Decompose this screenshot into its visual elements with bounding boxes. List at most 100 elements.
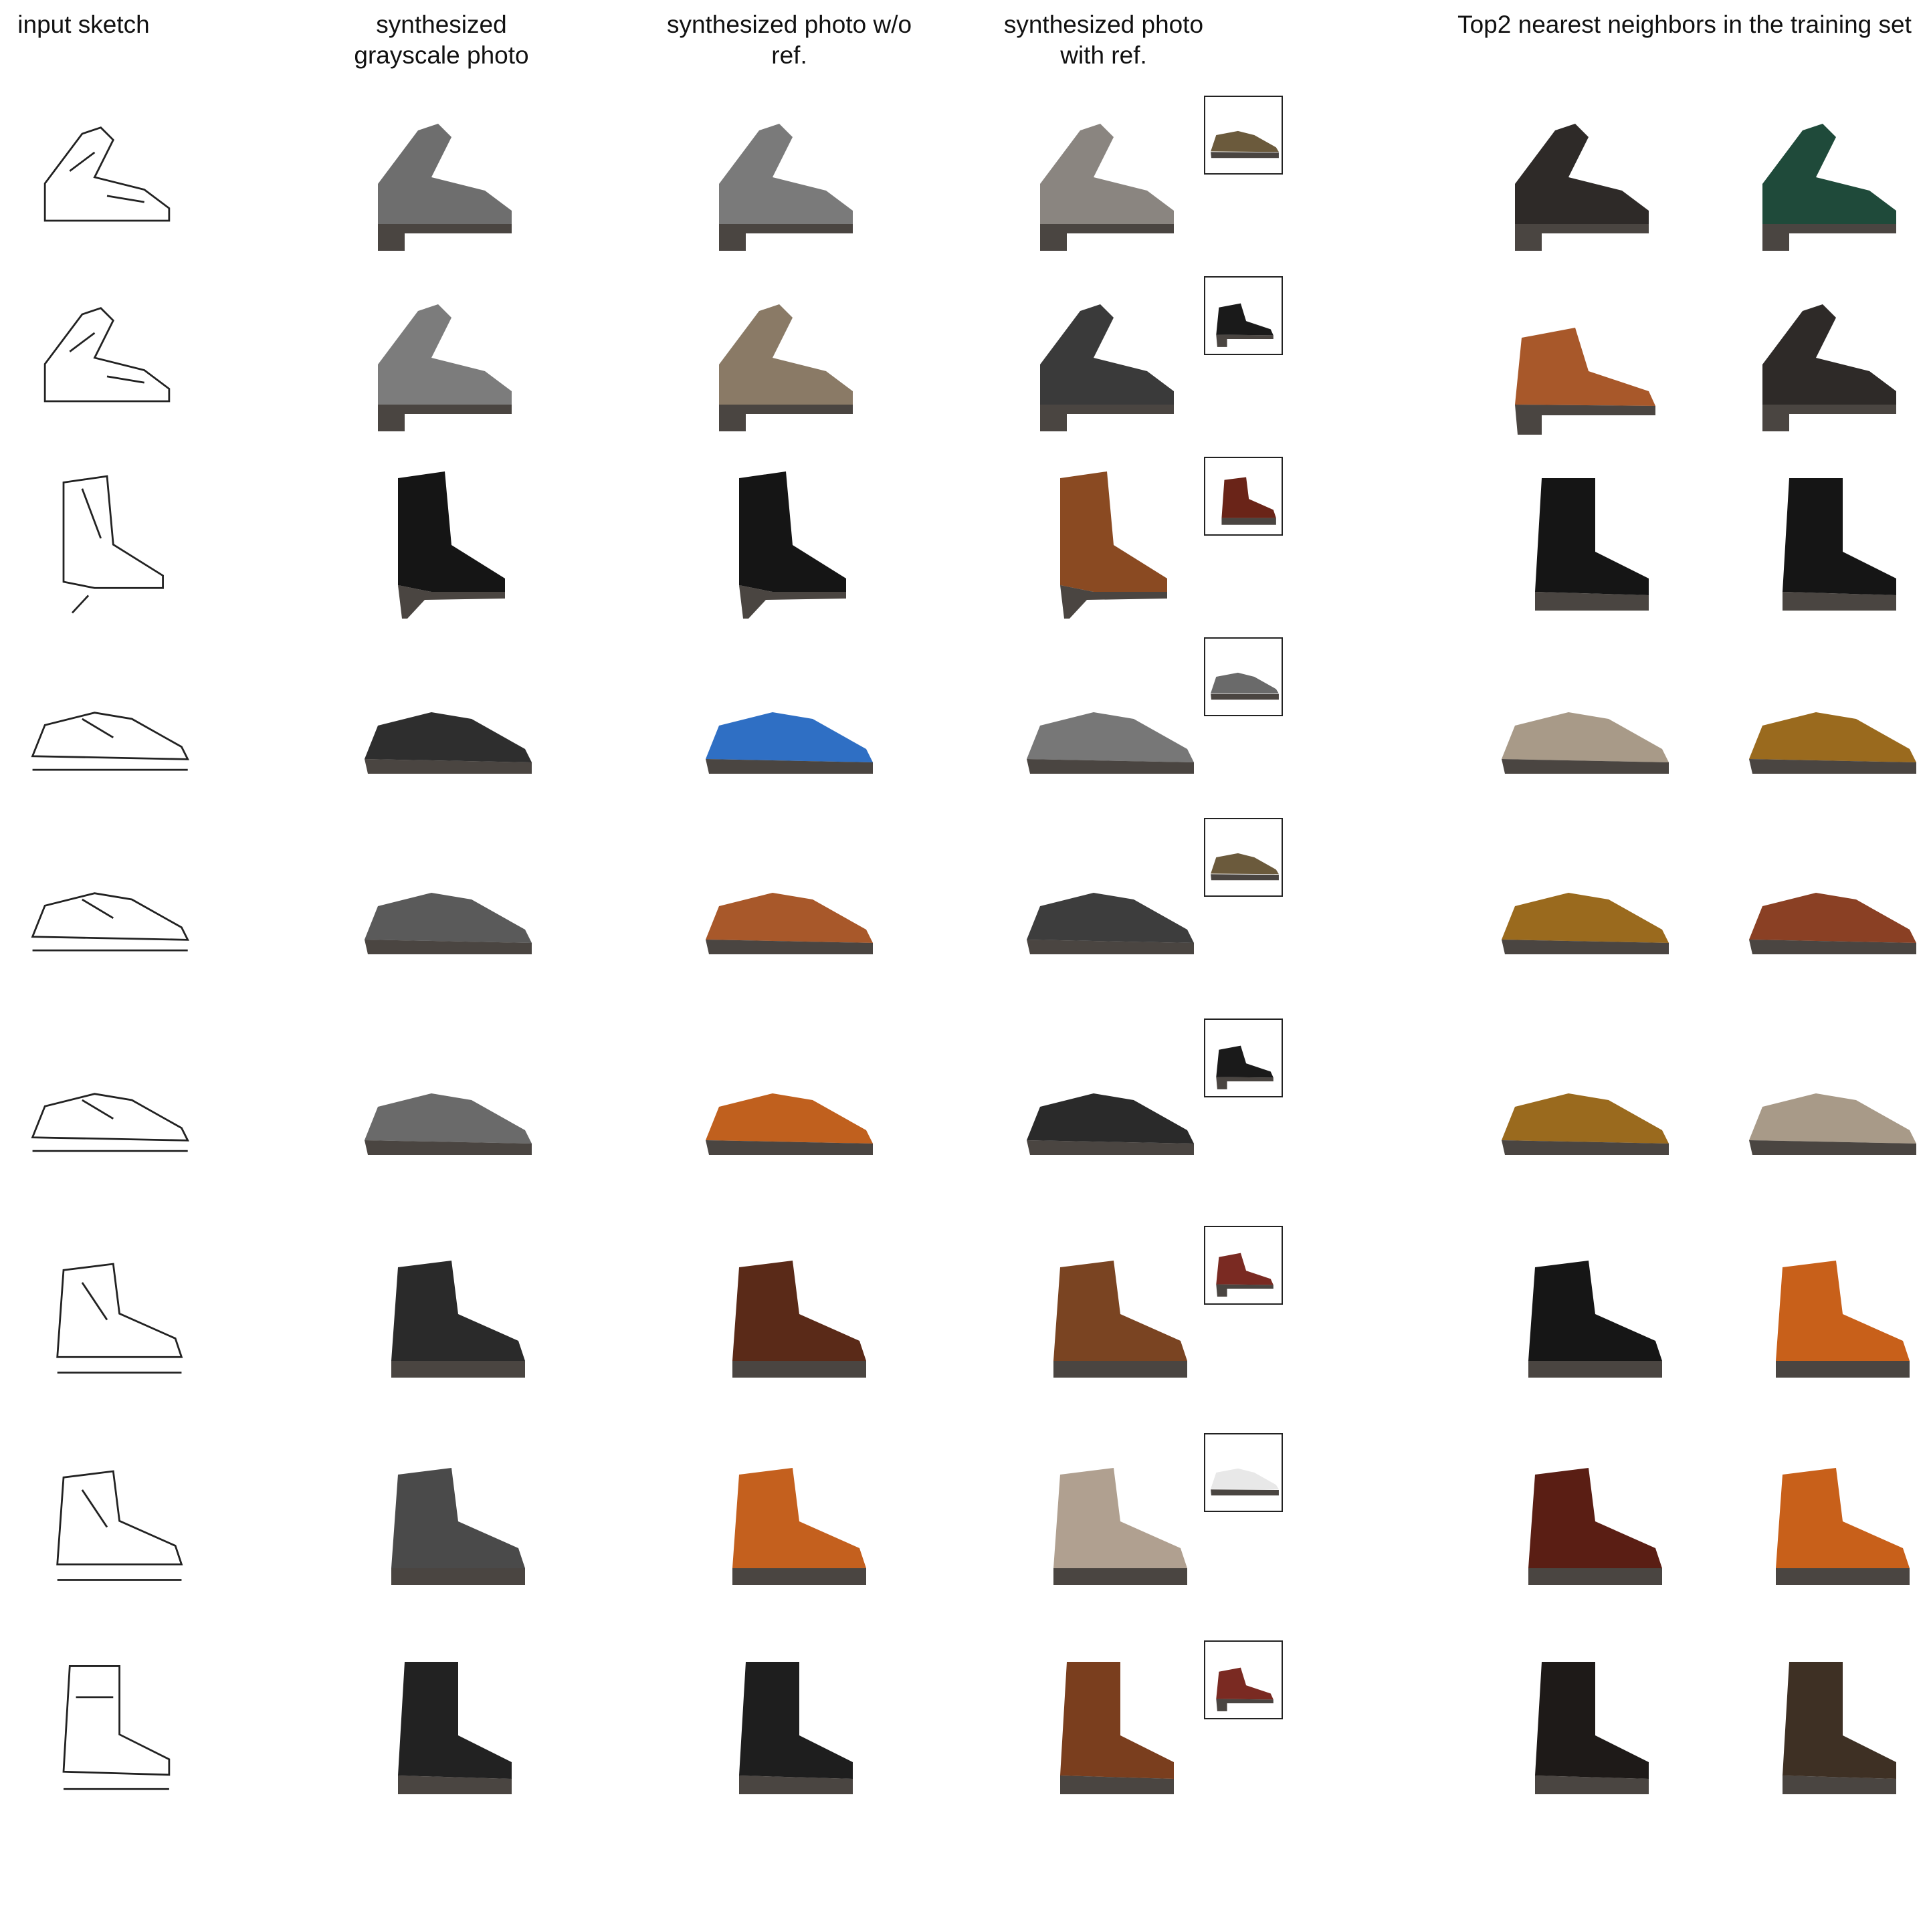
grid-cell (692, 1635, 880, 1816)
header-synthesized-grayscale: synthesized grayscale photo (354, 11, 529, 69)
grid-cell (1736, 90, 1923, 271)
input-sketch-image (62, 475, 164, 614)
header-synthesized-wo-ref: synthesized photo w/o ref. (666, 11, 912, 69)
synthesized-grayscale-image (365, 712, 532, 774)
synthesized-wo-ref-image (706, 1093, 873, 1155)
reference-thumbnail (1204, 818, 1283, 897)
synthesized-wo-ref-image (732, 1261, 866, 1378)
result-row (0, 90, 1931, 271)
grid-cell (1488, 1635, 1675, 1816)
grid-cell (1736, 1635, 1923, 1816)
nearest-neighbor-2-image (1783, 1662, 1896, 1794)
grid-cell (20, 1635, 194, 1816)
result-row (0, 632, 1931, 813)
result-row (0, 1220, 1931, 1401)
synthesized-grayscale-image (365, 893, 532, 954)
grid-cell (1488, 632, 1675, 813)
nearest-neighbor-1-image (1535, 1662, 1649, 1794)
grid-cell (20, 90, 194, 271)
synthesized-with-ref-image (1060, 471, 1167, 619)
grid-cell (692, 451, 880, 632)
synthesized-with-ref-image (1027, 712, 1194, 774)
grid-cell (351, 90, 538, 271)
grid-cell (1013, 1428, 1201, 1608)
grid-cell (351, 813, 538, 993)
nearest-neighbor-1-image (1502, 712, 1669, 774)
grid-cell (1488, 1013, 1675, 1194)
synthesized-wo-ref-image (706, 712, 873, 774)
synthesized-with-ref-image (1053, 1261, 1187, 1378)
grid-cell (1736, 632, 1923, 813)
nearest-neighbor-1-image (1502, 893, 1669, 954)
grid-cell (1488, 813, 1675, 993)
nearest-neighbor-2-image (1749, 893, 1916, 954)
nearest-neighbor-2-image (1762, 124, 1896, 251)
grid-cell (1736, 451, 1923, 632)
synthesized-wo-ref-image (719, 304, 853, 431)
grid-cell (20, 632, 194, 813)
reference-shoe-image (1211, 1468, 1279, 1496)
synthesized-grayscale-image (398, 1662, 512, 1794)
reference-shoe-image (1216, 1667, 1274, 1711)
header-synthesized-with-ref: synthesized photo with ref. (1003, 11, 1204, 69)
grid-cell (351, 271, 538, 451)
synthesized-wo-ref-image (739, 1662, 853, 1794)
grid-cell (351, 451, 538, 632)
nearest-neighbor-2-image (1749, 1093, 1916, 1155)
grid-cell (351, 632, 538, 813)
synthesized-wo-ref-image (732, 1468, 866, 1585)
grid-cell (351, 1635, 538, 1816)
grid-cell (1013, 813, 1201, 993)
grid-cell (1736, 1428, 1923, 1608)
result-row (0, 813, 1931, 993)
reference-thumbnail (1204, 1018, 1283, 1097)
reference-thumbnail (1204, 276, 1283, 355)
input-sketch-image (43, 126, 171, 222)
synthesized-grayscale-image (378, 124, 512, 251)
grid-cell (20, 271, 194, 451)
grid-cell (692, 632, 880, 813)
synthesized-wo-ref-image (719, 124, 853, 251)
reference-shoe-image (1221, 477, 1276, 525)
reference-thumbnail (1204, 96, 1283, 175)
grid-cell (692, 1220, 880, 1401)
nearest-neighbor-1-image (1515, 124, 1649, 251)
grid-cell (1736, 813, 1923, 993)
synthesized-grayscale-image (391, 1468, 525, 1585)
input-sketch-image (31, 892, 189, 952)
synthesized-with-ref-image (1053, 1468, 1187, 1585)
reference-thumbnail (1204, 1433, 1283, 1512)
grid-cell (1013, 1013, 1201, 1194)
grid-cell (1013, 90, 1201, 271)
synthesized-grayscale-image (391, 1261, 525, 1378)
grid-cell (692, 1428, 880, 1608)
reference-shoe-image (1211, 672, 1279, 700)
nearest-neighbor-1-image (1535, 478, 1649, 611)
synthesized-with-ref-image (1040, 124, 1174, 251)
grid-cell (692, 271, 880, 451)
reference-thumbnail (1204, 1226, 1283, 1305)
result-row (0, 271, 1931, 451)
nearest-neighbor-1-image (1528, 1468, 1662, 1585)
grid-cell (351, 1220, 538, 1401)
input-sketch-image (62, 1665, 171, 1790)
grid-cell (351, 1013, 538, 1194)
grid-cell (20, 813, 194, 993)
reference-shoe-image (1211, 853, 1279, 881)
reference-thumbnail (1204, 457, 1283, 536)
grid-cell (1013, 632, 1201, 813)
grid-cell (692, 1013, 880, 1194)
nearest-neighbor-1-image (1528, 1261, 1662, 1378)
reference-shoe-image (1211, 130, 1279, 158)
nearest-neighbor-2-image (1776, 1468, 1910, 1585)
grid-cell (351, 1428, 538, 1608)
result-row (0, 1635, 1931, 1816)
grid-cell (1488, 1428, 1675, 1608)
reference-thumbnail (1204, 637, 1283, 716)
input-sketch-image (31, 712, 189, 771)
grid-cell (20, 451, 194, 632)
grid-cell (692, 813, 880, 993)
input-sketch-image (31, 1093, 189, 1152)
synthesized-grayscale-image (398, 471, 505, 619)
grid-cell (1736, 271, 1923, 451)
